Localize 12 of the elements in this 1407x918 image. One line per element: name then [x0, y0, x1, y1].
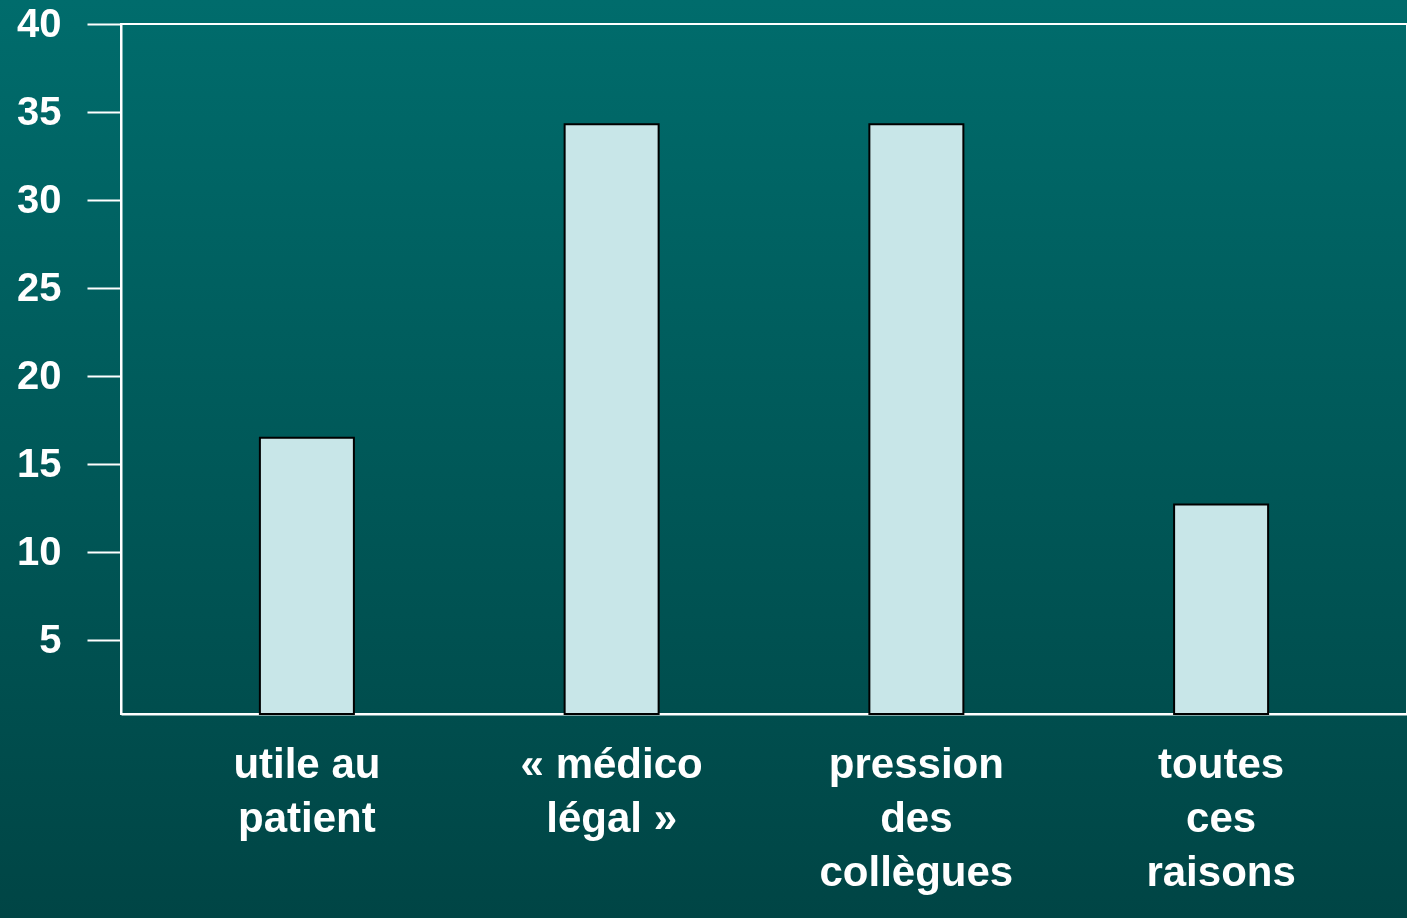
- y-tick-label: 40: [17, 0, 62, 45]
- y-tick-label: 15: [17, 440, 62, 485]
- x-tick-label: toutes ces raisons: [1146, 739, 1296, 895]
- y-tick-label: 35: [17, 88, 62, 133]
- y-tick-label: 30: [17, 176, 62, 221]
- x-tick-label: pression des collègues: [819, 739, 1014, 895]
- y-tick-label: 5: [39, 616, 62, 661]
- y-tick-label: 25: [17, 264, 62, 309]
- y-tick-label: 10: [17, 528, 62, 573]
- x-tick-label: « médico légal »: [520, 739, 703, 841]
- x-tick-label: utile au patient: [233, 739, 381, 841]
- y-tick-label: 20: [17, 352, 62, 397]
